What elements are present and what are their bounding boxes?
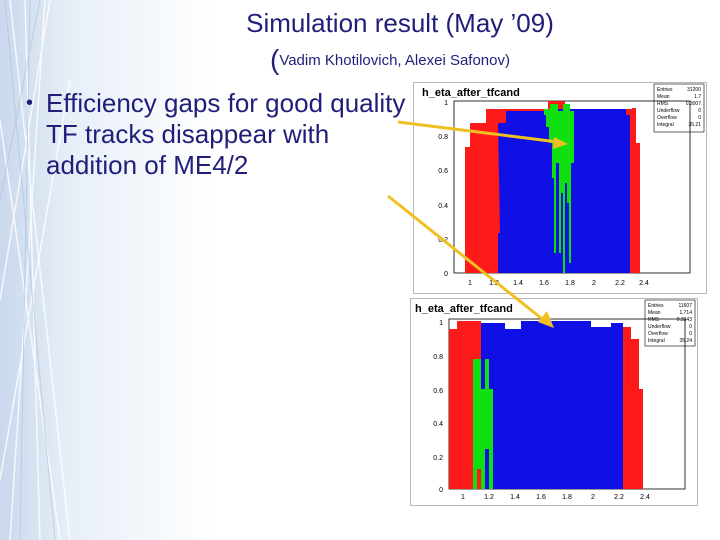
stats-label: Mean: [648, 310, 661, 316]
x-tick-label: 1.8: [562, 494, 572, 501]
stats-value: 0: [689, 331, 692, 337]
x-tick-label: 1.6: [536, 494, 546, 501]
y-tick-label: 0.6: [433, 388, 443, 395]
stats-label: Overflow: [657, 115, 677, 121]
stats-value: 0: [698, 108, 701, 114]
y-tick-label: 1: [444, 100, 448, 107]
y-tick-label: 0.8: [433, 354, 443, 361]
stats-label: RMS: [648, 317, 660, 323]
slide-title: Simulation result (May ’09): [246, 8, 554, 38]
subtitle-authors: Vadim Khotilovich, Alexei Safonov): [279, 52, 510, 69]
stats-value: 35.21: [688, 122, 701, 128]
x-tick-label: 1: [468, 280, 472, 287]
y-tick-label: 0.4: [438, 203, 448, 210]
y-tick-label: 1: [439, 320, 443, 327]
stats-label: Mean: [657, 94, 670, 100]
stats-label: RMS: [657, 101, 669, 107]
stats-box: [653, 83, 705, 133]
histogram-2-svg: h_eta_after_tfcand Entries 11607 Mean 1.71…: [415, 299, 696, 501]
x-tick-label: 1.4: [513, 280, 523, 287]
x-tick-label: 1: [461, 494, 465, 501]
y-tick-label: 0.6: [438, 168, 448, 175]
y-tick-label: 0: [444, 271, 448, 278]
x-tick-label: 2: [592, 280, 596, 287]
y-tick-label: 0.2: [433, 455, 443, 462]
histogram-1-svg: h_eta_after_tfcand Entries 31200 Mean 1.7 …: [422, 83, 705, 287]
stats-value: 11607: [678, 303, 692, 309]
histogram-plot-2: h_eta_after_tfcand Entries 11607 Mean 1.71…: [410, 298, 698, 506]
stats-box: [644, 299, 696, 347]
stats-value: 0: [698, 115, 701, 121]
plot-title: h_eta_after_tfcand: [422, 87, 520, 99]
red-fill: [621, 327, 643, 489]
stats-value: 31200: [687, 87, 701, 93]
stats-label: Integral: [657, 122, 674, 128]
blue-fill: [481, 321, 623, 489]
slide-subtitle: (Vadim Khotilovich, Alexei Safonov): [0, 44, 720, 76]
bullet-item: • Efficiency gaps for good quality TF tr…: [26, 88, 406, 181]
x-tick-label: 2.2: [614, 494, 624, 501]
y-tick-label: 0.8: [438, 134, 448, 141]
x-tick-label: 1.6: [539, 280, 549, 287]
bullet-marker: •: [26, 92, 34, 114]
stats-value: 0: [689, 324, 692, 330]
bullet-text: Efficiency gaps for good quality TF trac…: [46, 88, 406, 180]
x-tick-label: 2.4: [640, 494, 650, 501]
green-fill: [473, 359, 493, 489]
stats-label: Integral: [648, 338, 665, 344]
y-tick-label: 0.2: [438, 237, 448, 244]
stats-label: Overflow: [648, 331, 668, 337]
x-tick-label: 2: [591, 494, 595, 501]
stats-label: Underflow: [657, 108, 680, 114]
x-tick-label: 2.4: [639, 280, 649, 287]
stats-value: 1.714: [679, 310, 692, 316]
stats-value: 0.3343: [677, 317, 693, 323]
stats-label: Entries: [657, 87, 673, 93]
stats-label: Underflow: [648, 324, 671, 330]
x-tick-label: 1.2: [484, 494, 494, 501]
x-tick-label: 1.8: [565, 280, 575, 287]
stats-value: 35.24: [679, 338, 692, 344]
blue-fill: [574, 109, 630, 273]
plot-title: h_eta_after_tfcand: [415, 303, 513, 315]
x-tick-label: 1.2: [489, 280, 499, 287]
stats-value: 1.7: [694, 94, 701, 100]
red-fill: [461, 379, 473, 489]
histogram-plot-1: h_eta_after_tfcand Entries 31200 Mean 1.7 …: [413, 82, 707, 294]
y-tick-label: 0.4: [433, 421, 443, 428]
x-tick-label: 1.4: [510, 494, 520, 501]
y-tick-label: 0: [439, 487, 443, 494]
x-tick-label: 2.2: [615, 280, 625, 287]
stats-value: 0.3007: [686, 101, 702, 107]
stats-label: Entries: [648, 303, 664, 309]
subtitle-paren: (: [269, 44, 280, 75]
